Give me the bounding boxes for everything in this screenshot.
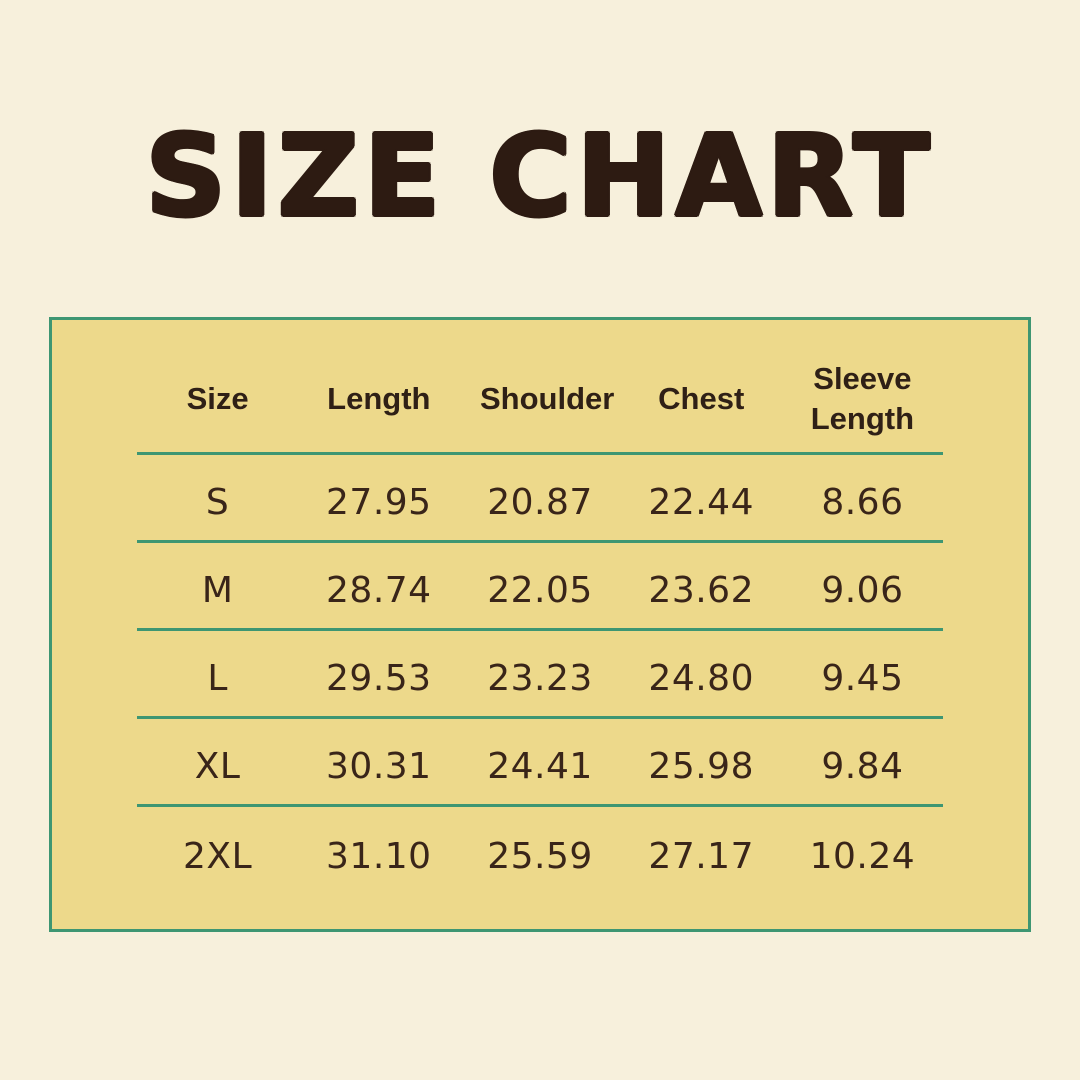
cell-sleeve-length: 8.66 [821,482,904,523]
header-label: Length [327,380,431,416]
table-row-xl: XL 30.31 24.41 25.98 9.84 [137,719,943,807]
header-label: Size [186,380,249,416]
cell-shoulder: 25.59 [487,835,593,877]
cell-shoulder: 24.41 [487,746,593,787]
cell-shoulder: 22.05 [487,570,593,611]
cell-chest: 22.44 [648,482,754,523]
header-cell-size: Size [137,320,298,452]
cell-shoulder: 23.23 [487,658,593,699]
cell-length: 31.10 [326,835,432,877]
cell-sleeve-length: 9.45 [821,658,904,699]
cell-shoulder: 20.87 [487,482,593,523]
cell-chest: 27.17 [648,835,754,877]
cell-sleeve-length: 10.24 [809,835,916,877]
header-cell-shoulder: Shoulder [459,320,620,452]
cell-length: 29.53 [326,658,432,699]
cell-length: 28.74 [326,570,432,611]
size-chart-panel: Size Length Shoulder Chest Sleeve Length… [49,317,1031,932]
size-chart-table: Size Length Shoulder Chest Sleeve Length… [137,320,943,895]
table-row-l: L 29.53 23.23 24.80 9.45 [137,631,943,719]
cell-sleeve-length: 9.84 [821,746,904,787]
header-label: Shoulder [480,380,615,416]
cell-size: S [205,482,230,523]
table-row-m: M 28.74 22.05 23.62 9.06 [137,543,943,631]
cell-chest: 25.98 [648,746,754,787]
table-header-row: Size Length Shoulder Chest Sleeve Length [137,320,943,455]
cell-size: L [207,658,228,699]
table-row-s: S 27.95 20.87 22.44 8.66 [137,455,943,543]
cell-length: 30.31 [326,746,432,787]
cell-size: 2XL [183,835,253,877]
table-row-2xl: 2XL 31.10 25.59 27.17 10.24 [137,807,943,895]
header-label: Chest [658,380,745,416]
header-cell-length: Length [298,320,459,452]
cell-size: M [201,570,234,611]
cell-chest: 24.80 [648,658,754,699]
cell-size: XL [194,746,241,787]
header-cell-chest: Chest [621,320,782,452]
header-cell-sleeve-length: Sleeve Length [782,320,943,452]
cell-length: 27.95 [326,482,432,523]
cell-sleeve-length: 9.06 [821,570,904,611]
cell-chest: 23.62 [648,570,754,611]
header-label: Sleeve Length [810,360,915,436]
page-title: SIZE CHART [145,112,935,242]
